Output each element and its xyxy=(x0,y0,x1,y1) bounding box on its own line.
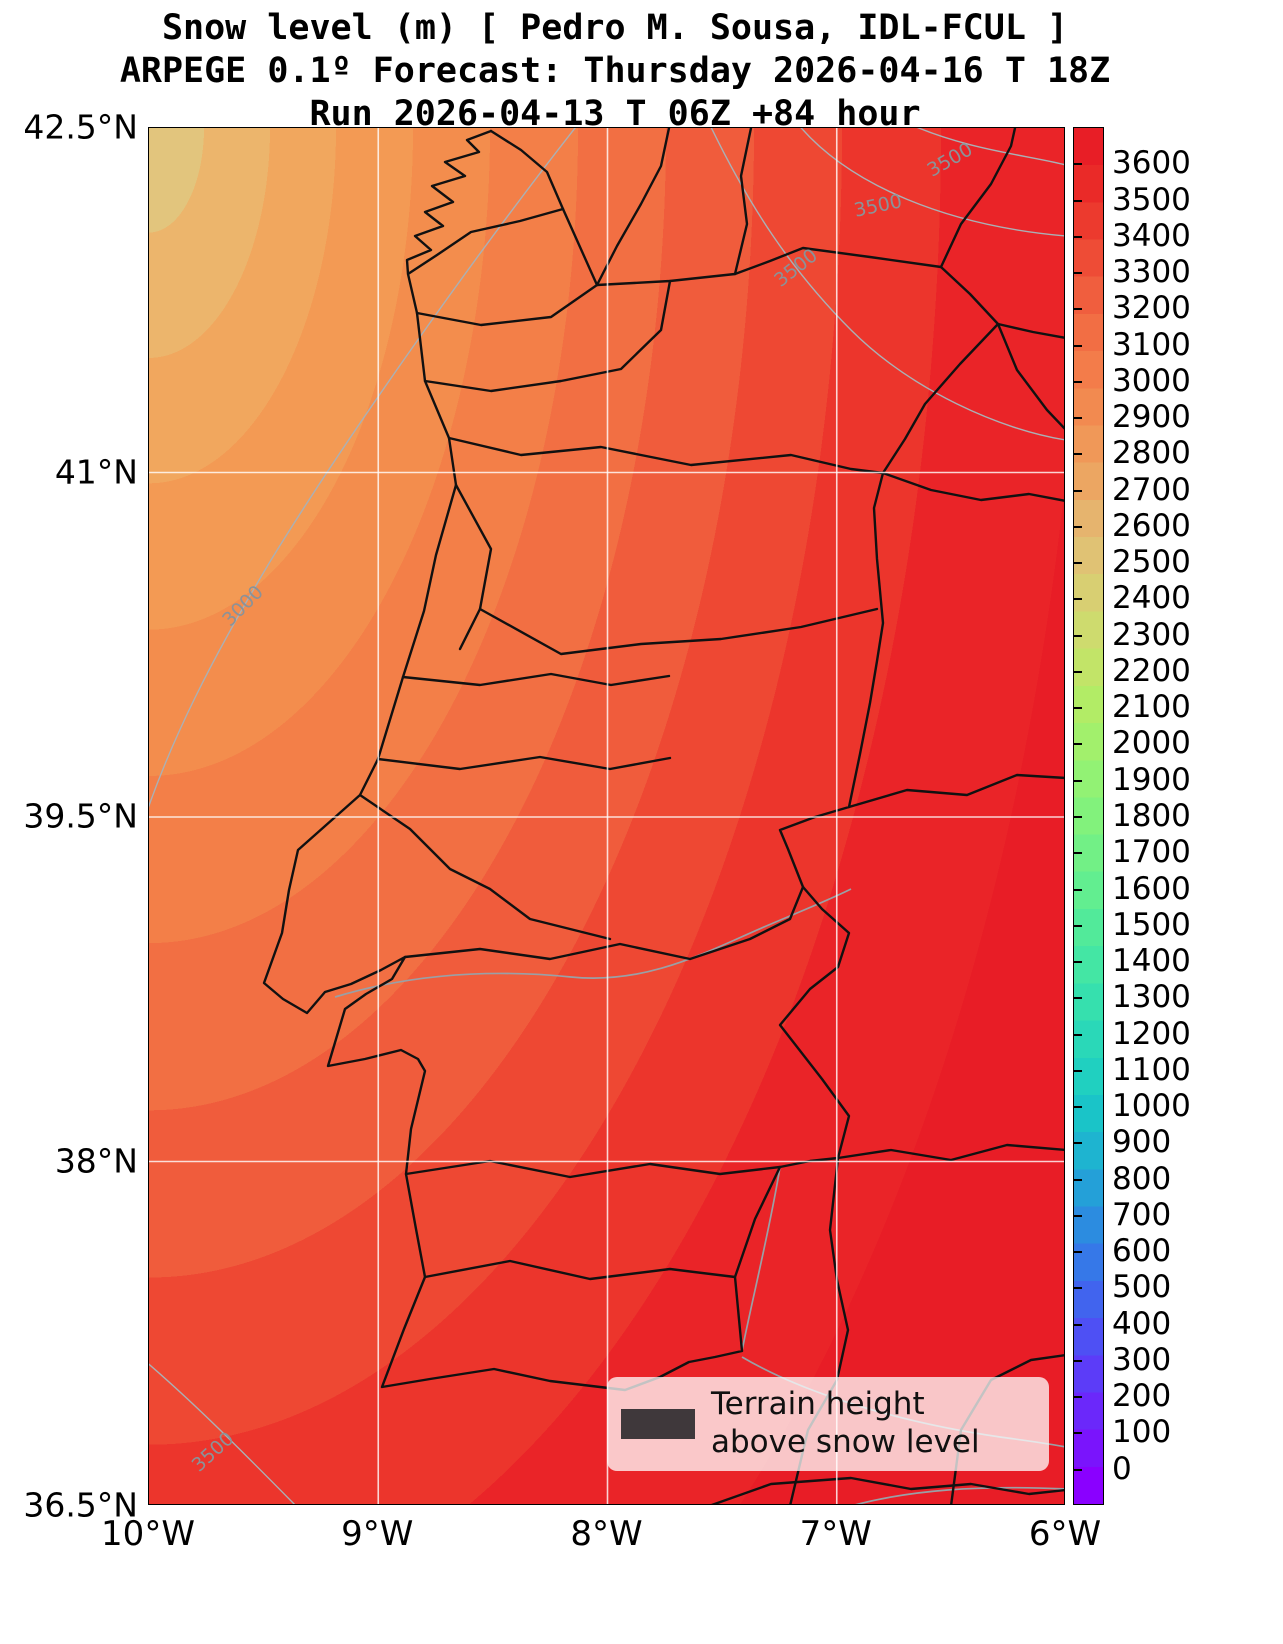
colorbar-tick-mark xyxy=(1074,670,1082,673)
colorbar-tick-label: 2500 xyxy=(1112,544,1191,581)
colorbar-tick-mark xyxy=(1074,816,1082,818)
colorbar-tick-label: 3300 xyxy=(1112,254,1191,291)
colorbar-tick-mark xyxy=(1074,1069,1082,1072)
coastline xyxy=(262,129,1000,1392)
colorbar-tick-label: 3400 xyxy=(1112,217,1191,254)
colorbar-tick-label: 2300 xyxy=(1112,616,1191,653)
colorbar-tick-mark xyxy=(1074,453,1082,456)
colorbar-tick-label: 3000 xyxy=(1112,362,1191,399)
lat-tick-label: 39.5°N xyxy=(23,796,138,836)
colorbar-tick-label: 2600 xyxy=(1112,507,1191,544)
colorbar-tick-mark xyxy=(1074,1287,1082,1290)
colorbar-tick-label: 100 xyxy=(1112,1414,1172,1451)
colorbar-tick-label: 1600 xyxy=(1112,870,1191,907)
colorbar-tick-mark xyxy=(1074,1432,1082,1435)
colorbar-tick-mark xyxy=(1074,489,1082,492)
colorbar-tick-label: 500 xyxy=(1112,1269,1172,1306)
legend-label: Terrain height above snow level xyxy=(711,1386,980,1462)
colorbar-tick-mark xyxy=(1074,1468,1082,1471)
colorbar-tick-mark xyxy=(1074,272,1082,275)
lon-tick-label: 8°W xyxy=(570,1514,643,1554)
colorbar-tick-mark xyxy=(1074,997,1082,1000)
colorbar-tick-mark xyxy=(1074,417,1082,420)
colorbar-tick-label: 200 xyxy=(1112,1378,1172,1415)
colorbar-tick-mark xyxy=(1074,1323,1082,1326)
colorbar-tick-label: 1800 xyxy=(1112,798,1191,834)
colorbar-tick-label: 1200 xyxy=(1112,1015,1191,1052)
colorbar-tick-mark xyxy=(1074,562,1082,565)
colorbar-tick-mark xyxy=(1074,779,1082,782)
colorbar-tick-label: 2700 xyxy=(1112,471,1191,508)
colorbar-tick-label: 2200 xyxy=(1112,652,1191,689)
colorbar-tick-label: 1700 xyxy=(1112,834,1191,871)
colorbar-tick-mark xyxy=(1074,961,1082,964)
colorbar-tick-mark xyxy=(1074,380,1082,383)
lat-tick-label: 41°N xyxy=(54,452,138,491)
colorbar-tick-label: 1100 xyxy=(1112,1051,1191,1088)
colorbar-tick-label: 2000 xyxy=(1112,725,1191,762)
legend-label-line1: Terrain height xyxy=(711,1386,925,1423)
colorbar-tick-mark xyxy=(1074,1106,1082,1109)
colorbar-tick-mark xyxy=(1074,598,1082,601)
colorbar-tick-label: 2900 xyxy=(1112,399,1191,436)
colorbar-tick-mark xyxy=(1074,743,1082,746)
colorbar-tick-mark xyxy=(1074,199,1082,202)
colorbar-tick-mark xyxy=(1074,707,1082,710)
chart-title: Snow level (m) [ Pedro M. Sousa, IDL-FCU… xyxy=(161,8,1069,48)
colorbar-tick-label: 1900 xyxy=(1112,761,1191,798)
lat-tick-label: 36.5°N xyxy=(23,1485,138,1525)
colorbar-tick-label: 2800 xyxy=(1112,435,1191,472)
colorbar-tick-label: 1500 xyxy=(1112,906,1191,943)
colorbar-tick-mark xyxy=(1074,525,1082,528)
legend-label-line2: above snow level xyxy=(711,1424,980,1460)
lon-tick-label: 7°W xyxy=(799,1514,872,1554)
colorbar-tick-mark xyxy=(1074,1142,1082,1145)
colorbar-tick-mark xyxy=(1074,1178,1082,1181)
colorbar-tick-label: 700 xyxy=(1112,1196,1172,1233)
colorbar-tick-mark xyxy=(1074,308,1082,311)
legend-terrain-swatch xyxy=(621,1409,695,1439)
colorbar-tick-mark xyxy=(1074,1033,1082,1036)
colorbar-tick-label: 800 xyxy=(1112,1160,1172,1197)
colorbar-tick-label: 900 xyxy=(1112,1124,1172,1161)
colorbar-tick-label: 1400 xyxy=(1112,943,1191,980)
colorbar-tick-label: 3500 xyxy=(1112,181,1191,218)
snow-level-field xyxy=(149,128,1064,1504)
chart-subtitle: ARPEGE 0.1º Forecast: Thursday 2026-04-1… xyxy=(119,51,1111,91)
colorbar-tick-mark xyxy=(1074,1359,1082,1362)
colorbar-tick-mark xyxy=(1074,1251,1082,1254)
lat-tick-label: 38°N xyxy=(54,1141,138,1180)
colorbar-tick-label: 1300 xyxy=(1112,979,1191,1016)
lon-tick-label: 10°W xyxy=(101,1514,195,1554)
colorbar-tick-mark xyxy=(1074,235,1082,238)
colorbar-tick-label: 0 xyxy=(1112,1450,1132,1487)
admin-boundaries xyxy=(262,128,1064,1504)
colorbar-tick-mark xyxy=(1074,888,1082,891)
lon-tick-label: 9°W xyxy=(341,1514,414,1554)
map-canvas xyxy=(149,128,1064,1504)
colorbar-tick-label: 3600 xyxy=(1112,145,1191,182)
colorbar-tick-mark xyxy=(1074,163,1082,166)
colorbar xyxy=(1073,127,1104,1505)
contour-lines xyxy=(149,128,1064,1504)
colorbar-tick-mark xyxy=(1074,852,1082,855)
colorbar-tick-label: 300 xyxy=(1112,1341,1172,1378)
colorbar-tick-label: 600 xyxy=(1112,1233,1172,1270)
colorbar-tick-label: 1000 xyxy=(1112,1088,1191,1125)
legend-box: Terrain height above snow level xyxy=(607,1377,1049,1471)
lon-tick-label: 6°W xyxy=(1028,1514,1102,1554)
colorbar-tick-label: 3200 xyxy=(1112,290,1191,327)
colorbar-tick-label: 2400 xyxy=(1112,580,1191,617)
map-plot: Terrain height above snow level xyxy=(148,127,1065,1505)
colorbar-tick-mark xyxy=(1074,1214,1082,1217)
colorbar-tick-mark xyxy=(1074,344,1082,347)
colorbar-tick-label: 3100 xyxy=(1112,326,1191,363)
colorbar-tick-mark xyxy=(1074,634,1082,637)
colorbar-tick-label: 400 xyxy=(1112,1305,1172,1342)
colorbar-tick-label: 2100 xyxy=(1112,689,1191,726)
colorbar-tick-mark xyxy=(1074,1396,1082,1399)
gridlines xyxy=(149,128,1064,1504)
colorbar-tick-mark xyxy=(1074,924,1082,927)
